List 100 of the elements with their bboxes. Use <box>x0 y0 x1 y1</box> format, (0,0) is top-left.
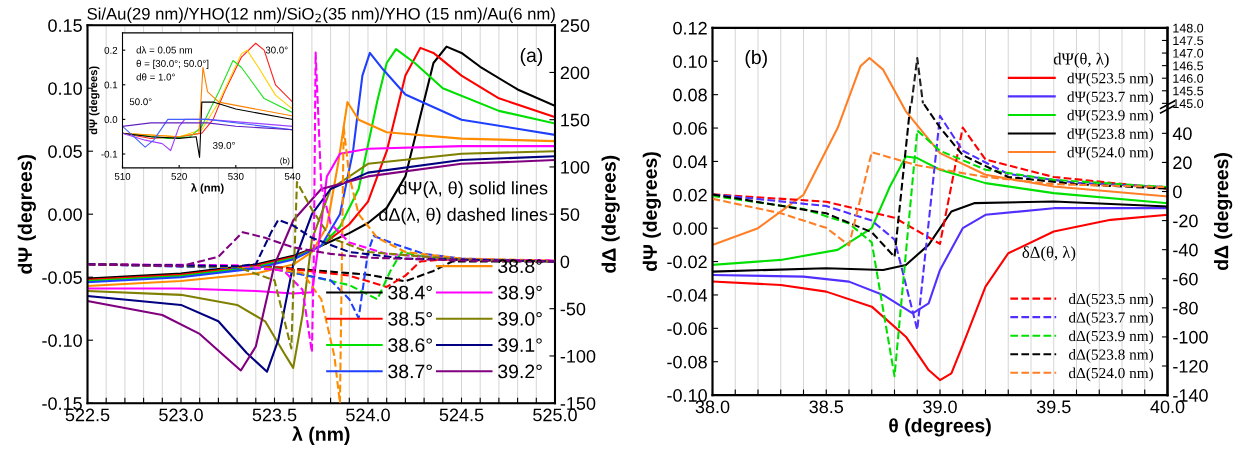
annotation: dΔ(λ, θ) dashed lines <box>379 207 548 225</box>
y-tick-label: 0.12 <box>673 21 707 35</box>
y-tick-label: -0.15 <box>42 397 82 410</box>
y2-tick-label: -100 <box>1173 330 1208 344</box>
annotation: (a) <box>520 47 543 66</box>
y-tick-label: -0.10 <box>42 334 82 347</box>
y2-tick-label: -100 <box>560 349 596 363</box>
legend-label: dΔ(523.5 nm) <box>1068 293 1154 308</box>
legend-label: 39.0° <box>498 311 542 326</box>
x-tick-label: 523.5 <box>252 408 297 422</box>
y-tick-label: -0.06 <box>667 322 707 336</box>
y-tick-label: 0.04 <box>673 155 708 169</box>
y2-tick-label: 150 <box>561 113 590 127</box>
y2-tick-label: 0 <box>1173 185 1182 199</box>
y2-tick-label: -50 <box>560 302 586 316</box>
legend-label: dΨ(523.5 nm) <box>1067 72 1154 87</box>
y-tick-label: 0.06 <box>673 121 707 135</box>
x-tick-label: 525.0 <box>533 408 577 422</box>
legend-label: 38.9° <box>498 285 542 300</box>
legend-label: dΨ(523.9 nm) <box>1067 109 1154 124</box>
x-axis-title: λ (nm) <box>292 426 350 445</box>
y2-tick-label: 0 <box>560 255 570 269</box>
y-tick-label: 0.05 <box>48 145 82 158</box>
x-tick-label: 38.0 <box>695 400 730 414</box>
y2-tick-label: 100 <box>561 160 590 174</box>
x-tick-label: 40.0 <box>1150 400 1185 414</box>
x-tick-label: 540 <box>284 172 301 180</box>
x-tick-label: 38.5 <box>809 400 844 414</box>
legend-label: 38.7° <box>388 364 432 379</box>
y2-tick-label: 50 <box>560 208 580 221</box>
x-tick-label: 39.0 <box>923 400 957 414</box>
legend-label: 38.8° <box>498 259 542 274</box>
annotation: δΔ(θ, λ) <box>1022 246 1076 262</box>
y2-tick-label: -40 <box>1173 243 1198 257</box>
y-tick-label: 0.00 <box>673 222 707 235</box>
y2-tick-label: -150 <box>560 397 596 410</box>
y-tick-label: 0.10 <box>48 82 82 95</box>
x-tick-label: 523.0 <box>159 408 203 422</box>
x-tick-label: 524.0 <box>346 408 390 422</box>
annotation: (b) <box>745 49 767 69</box>
annotation: 30.0° <box>265 46 288 54</box>
y-tick-label: 0.0 <box>104 116 118 124</box>
y-tick-label: 0.15 <box>48 19 82 32</box>
y2-tick-label: 200 <box>560 66 590 80</box>
y3-tick-label: 145.0 <box>1173 99 1204 108</box>
x-tick-label: 520 <box>171 172 187 180</box>
legend-label: dΔ(524.0 nm) <box>1068 367 1154 382</box>
legend-title: dΨ(θ, λ) <box>1053 52 1109 68</box>
y3-tick-label: 145.5 <box>1173 86 1204 96</box>
legend-label: dΨ(523.7 nm) <box>1067 91 1154 106</box>
annotation: (b) <box>280 157 290 166</box>
legend-label: dΔ(523.8 nm) <box>1068 348 1154 363</box>
y2-tick-label: -140 <box>1173 389 1208 402</box>
x-axis-title: θ (degrees) <box>889 418 991 437</box>
y3-tick-label: 146.5 <box>1173 61 1204 71</box>
annotation: dΨ(λ, θ) solid lines <box>398 181 548 199</box>
line-series <box>712 213 1168 382</box>
legend-label: 39.2° <box>498 364 542 379</box>
legend-label: dΔ(523.7 nm) <box>1068 311 1154 326</box>
annotation: dθ = 1.0° <box>136 73 175 81</box>
x-tick-label: 522.5 <box>65 408 110 422</box>
legend-label: dΔ(523.9 nm) <box>1068 330 1154 345</box>
x-tick-label: 510 <box>114 172 131 180</box>
annotation: 50.0° <box>129 98 152 106</box>
y3-tick-label: 146.0 <box>1173 74 1204 83</box>
y-tick-label: 0.2 <box>104 46 118 54</box>
y-axis-title: dΨ (degrees) <box>89 66 100 135</box>
y-tick-label: -0.02 <box>667 255 707 269</box>
legend-label: dΨ(523.8 nm) <box>1067 128 1154 143</box>
y-tick-label: -0.1 <box>101 150 118 158</box>
legend-label: dΨ(524.0 nm) <box>1067 146 1154 161</box>
y-tick-label: 0.08 <box>673 88 707 102</box>
y2-tick-label: -60 <box>1173 272 1198 286</box>
y3-tick-label: 147.5 <box>1173 36 1204 46</box>
x-tick-label: 524.5 <box>439 408 484 422</box>
y2-tick-label: -120 <box>1173 359 1208 373</box>
legend-label: 38.5° <box>388 311 432 326</box>
x-tick-label: 530 <box>228 172 244 180</box>
legend-label: 38.6° <box>388 338 432 352</box>
annotation: θ = [30.0°; 50.0°] <box>136 59 209 69</box>
y2-axis-title: dΔ (degrees) <box>1214 153 1233 271</box>
annotation: dλ = 0.05 nm <box>136 46 192 54</box>
y-tick-label: -0.05 <box>42 271 82 284</box>
legend-label: 39.1° <box>498 338 542 352</box>
y2-tick-label: 20 <box>1173 156 1192 170</box>
y-tick-label: 0.02 <box>673 188 707 202</box>
y2-tick-label: -20 <box>1173 214 1198 228</box>
legend-label: 38.4° <box>388 285 432 300</box>
y-tick-label: -0.10 <box>667 389 707 402</box>
y3-tick-label: 148.0 <box>1173 23 1204 33</box>
y-tick-label: 0.00 <box>48 208 82 221</box>
x-axis-title: λ (nm) <box>190 183 224 194</box>
y-axis-title: dΨ (degrees) <box>642 152 661 271</box>
y-axis-title: dΨ (degrees) <box>17 154 36 274</box>
y-tick-label: 0.10 <box>673 55 707 68</box>
y-tick-label: -0.08 <box>667 355 707 369</box>
y3-tick-label: 147.0 <box>1173 48 1204 58</box>
y-tick-label: 0.1 <box>104 81 118 89</box>
y2-tick-label: 250 <box>560 19 590 32</box>
y2-axis-title: dΔ (degrees) <box>601 155 620 273</box>
